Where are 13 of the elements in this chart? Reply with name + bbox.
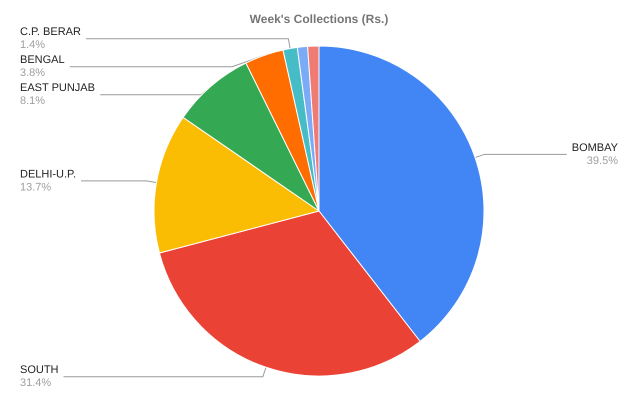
data-label: 31.4% xyxy=(20,377,52,390)
slice-label: SOUTH xyxy=(20,364,59,376)
data-label: 13.7% xyxy=(20,181,52,194)
slice-label: BOMBAY xyxy=(572,142,619,154)
chart-title: Week's Collections (Rs.) xyxy=(250,12,388,26)
data-label: 8.1% xyxy=(20,95,46,108)
slice-label: BENGAL xyxy=(20,54,65,66)
data-label: 39.5% xyxy=(586,154,618,167)
slice-label: EAST PUNJAB xyxy=(20,82,95,94)
data-label: 1.4% xyxy=(20,39,46,52)
data-label: 3.8% xyxy=(20,67,46,80)
slice-label: DELHI-U.P. xyxy=(20,168,76,180)
slice-label: C.P. BERAR xyxy=(20,26,81,38)
